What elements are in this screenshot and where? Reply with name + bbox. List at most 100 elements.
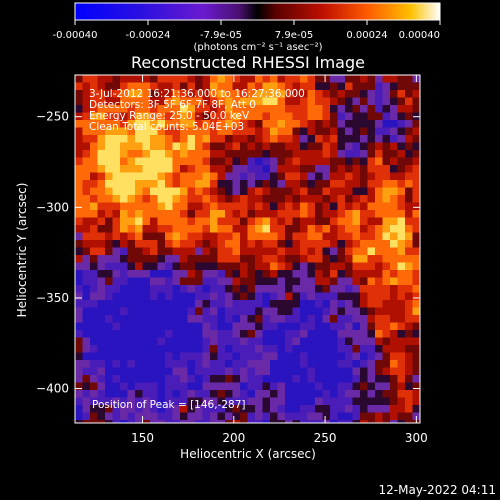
heatmap-cell: [120, 382, 129, 391]
heatmap-cell: [405, 360, 414, 369]
heatmap-cell: [345, 285, 354, 294]
heatmap-cell: [210, 285, 219, 294]
heatmap-cell: [412, 390, 420, 399]
heatmap-cell: [352, 405, 361, 414]
heatmap-cell: [397, 307, 406, 316]
heatmap-cell: [292, 262, 301, 271]
heatmap-cell: [202, 300, 211, 309]
heatmap-cell: [240, 105, 249, 114]
heatmap-cell: [232, 210, 241, 219]
x-tick-label: 150: [131, 431, 154, 445]
heatmap-cell: [412, 322, 420, 331]
heatmap-cell: [277, 367, 286, 376]
heatmap-cell: [352, 187, 361, 196]
heatmap-cell: [142, 202, 151, 211]
heatmap-cell: [187, 405, 196, 414]
heatmap-cell: [240, 187, 249, 196]
heatmap-cell: [270, 352, 279, 361]
heatmap-cell: [180, 412, 189, 421]
heatmap-cell: [345, 330, 354, 339]
heatmap-cell: [337, 217, 346, 226]
heatmap-cell: [277, 150, 286, 159]
heatmap-cell: [360, 165, 369, 174]
heatmap-cell: [337, 367, 346, 376]
heatmap-cell: [217, 390, 226, 399]
heatmap-cell: [255, 202, 264, 211]
heatmap-cell: [292, 75, 301, 84]
heatmap-cell: [232, 157, 241, 166]
heatmap-cell: [225, 322, 234, 331]
heatmap-cell: [180, 157, 189, 166]
heatmap-cell: [240, 142, 249, 151]
heatmap-cell: [165, 420, 174, 423]
heatmap-cell: [225, 150, 234, 159]
heatmap-cell: [195, 345, 204, 354]
heatmap-cell: [270, 90, 279, 99]
heatmap-cell: [142, 120, 151, 129]
heatmap-cell: [382, 210, 391, 219]
heatmap-cell: [285, 202, 294, 211]
heatmap-cell: [367, 277, 376, 286]
heatmap-cell: [360, 150, 369, 159]
heatmap-cell: [195, 210, 204, 219]
heatmap-cell: [127, 75, 136, 84]
heatmap-cell: [307, 390, 316, 399]
heatmap-cell: [202, 262, 211, 271]
heatmap-cell: [90, 352, 99, 361]
heatmap-cell: [195, 195, 204, 204]
heatmap-cell: [247, 202, 256, 211]
heatmap-cell: [97, 157, 106, 166]
heatmap-cell: [270, 360, 279, 369]
heatmap-cell: [352, 240, 361, 249]
heatmap-cell: [285, 120, 294, 129]
heatmap-cell: [150, 322, 159, 331]
heatmap-cell: [390, 247, 399, 256]
heatmap-cell: [225, 97, 234, 106]
heatmap-cell: [255, 285, 264, 294]
heatmap-cell: [330, 420, 339, 423]
heatmap-cell: [345, 75, 354, 84]
heatmap-cell: [322, 225, 331, 234]
heatmap-cell: [127, 82, 136, 91]
heatmap-cell: [240, 360, 249, 369]
heatmap-cell: [112, 352, 121, 361]
heatmap-cell: [255, 187, 264, 196]
heatmap-cell: [345, 397, 354, 406]
heatmap-cell: [195, 382, 204, 391]
heatmap-cell: [90, 97, 99, 106]
heatmap-cell: [397, 150, 406, 159]
heatmap-cell: [367, 195, 376, 204]
heatmap-cell: [247, 360, 256, 369]
heatmap-cell: [330, 337, 339, 346]
heatmap-cell: [180, 225, 189, 234]
heatmap-cell: [397, 210, 406, 219]
heatmap-cell: [300, 202, 309, 211]
heatmap-cell: [195, 420, 204, 423]
heatmap-cell: [360, 322, 369, 331]
heatmap-cell: [412, 150, 420, 159]
heatmap-cell: [75, 255, 84, 264]
heatmap-cell: [262, 75, 271, 84]
heatmap-cell: [232, 405, 241, 414]
heatmap-cell: [315, 292, 324, 301]
heatmap-cell: [382, 412, 391, 421]
heatmap-cell: [382, 90, 391, 99]
heatmap-cell: [367, 240, 376, 249]
heatmap-cell: [105, 120, 114, 129]
heatmap-cell: [142, 135, 151, 144]
heatmap-cell: [375, 135, 384, 144]
heatmap-cell: [142, 165, 151, 174]
heatmap-cell: [75, 300, 84, 309]
heatmap-cell: [382, 150, 391, 159]
heatmap-cell: [142, 405, 151, 414]
heatmap-cell: [345, 142, 354, 151]
heatmap-cell: [397, 405, 406, 414]
heatmap-cell: [217, 90, 226, 99]
heatmap-cell: [285, 240, 294, 249]
heatmap-cell: [97, 345, 106, 354]
heatmap-cell: [97, 202, 106, 211]
heatmap-cell: [375, 360, 384, 369]
heatmap-cell: [127, 240, 136, 249]
heatmap-cell: [90, 345, 99, 354]
heatmap-cell: [262, 210, 271, 219]
